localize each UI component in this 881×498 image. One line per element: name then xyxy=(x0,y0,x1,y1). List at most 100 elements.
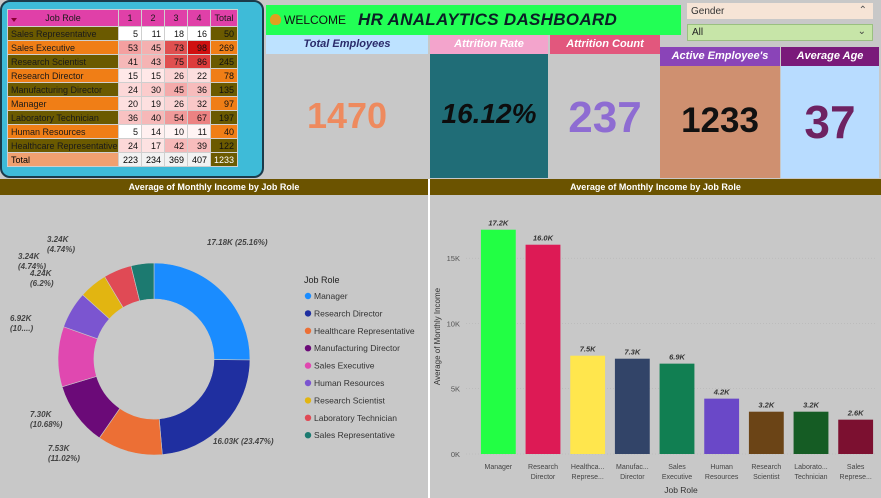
gender-dropdown-value: All xyxy=(692,27,704,38)
donut-data-label-text: 16.03K (23.47%) xyxy=(213,437,274,446)
matrix-cell: 75 xyxy=(164,54,188,69)
matrix-row[interactable]: Laboratory Technician 36 40 54 67 197 xyxy=(7,110,239,125)
bar-data-label: 2.6K xyxy=(847,409,864,418)
matrix-row-total: 135 xyxy=(209,82,239,97)
kpi-attrition-count-value: 237 xyxy=(568,93,642,142)
sort-descending-icon[interactable] xyxy=(11,18,17,22)
matrix-cell: 24 xyxy=(118,82,142,97)
legend-marker[interactable] xyxy=(304,292,312,300)
bar[interactable] xyxy=(793,411,829,454)
bar[interactable] xyxy=(704,398,740,454)
matrix-header-1[interactable]: 1 xyxy=(118,9,142,27)
matrix-cell: 32 xyxy=(187,96,211,111)
donut-data-label-value: 7.53K xyxy=(48,444,71,453)
kpi-active-employees-title: Active Employee's xyxy=(660,47,780,66)
legend-item[interactable]: Research Scientist xyxy=(314,395,386,405)
bar[interactable] xyxy=(570,355,606,454)
legend-item[interactable]: Manager xyxy=(314,291,348,301)
legend-item[interactable]: Human Resources xyxy=(314,378,384,388)
x-tick-label: Healthca... xyxy=(571,464,605,471)
y-tick-label: 10K xyxy=(447,319,460,328)
kpi-total-employees-value: 1470 xyxy=(306,95,388,136)
matrix-row-job-role: Laboratory Technician xyxy=(7,110,119,125)
y-tick-label: 0K xyxy=(451,450,460,459)
matrix-row-total: 50 xyxy=(209,26,239,41)
legend-item[interactable]: Research Director xyxy=(314,308,383,318)
chevron-down-icon[interactable]: ⌄ xyxy=(857,26,866,37)
matrix-header-4[interactable]: 4 xyxy=(187,9,211,27)
x-tick-label: Sales xyxy=(847,464,865,471)
matrix-row-total: 197 xyxy=(209,110,239,125)
kpi-attrition-rate-value: 16.12% xyxy=(441,98,537,129)
legend-marker[interactable] xyxy=(304,432,312,439)
bar[interactable] xyxy=(525,244,561,454)
donut-slice-manager[interactable] xyxy=(153,262,251,361)
matrix-header-total[interactable]: Total xyxy=(209,9,239,27)
legend-item[interactable]: Sales Representative xyxy=(314,430,395,440)
bar-data-label: 16.0K xyxy=(533,234,554,243)
waving-hand-icon xyxy=(270,14,281,25)
matrix-total-cell: 223 xyxy=(118,152,142,167)
bar[interactable] xyxy=(748,411,784,454)
x-tick-label: Human xyxy=(710,464,733,471)
matrix-cell: 36 xyxy=(187,82,211,97)
matrix-row[interactable]: Sales Executive 53 45 73 98 269 xyxy=(7,40,239,55)
matrix-row-total: 245 xyxy=(209,54,239,69)
matrix-cell: 20 xyxy=(118,96,142,111)
legend-marker[interactable] xyxy=(304,379,312,387)
matrix-cell: 73 xyxy=(164,40,188,55)
matrix-cell: 43 xyxy=(141,54,165,69)
kpi-average-age-card xyxy=(781,66,879,178)
bar[interactable] xyxy=(838,419,874,454)
matrix-cell: 53 xyxy=(118,40,142,55)
legend-marker[interactable] xyxy=(304,397,312,404)
legend-marker[interactable] xyxy=(304,310,312,317)
matrix-header-3[interactable]: 3 xyxy=(164,9,188,27)
donut-slice-sales-representative[interactable] xyxy=(130,262,155,302)
matrix-header-2[interactable]: 2 xyxy=(141,9,165,27)
legend-marker[interactable] xyxy=(304,345,312,352)
matrix-row-total: 78 xyxy=(209,68,239,83)
slicer-header[interactable]: Gender ⌃ xyxy=(687,3,873,19)
matrix-row[interactable]: Research Scientist 41 43 75 86 245 xyxy=(7,54,239,69)
matrix-row[interactable]: Research Director 15 15 26 22 78 xyxy=(7,68,239,83)
dashboard-title-bar: WELCOME HR ANALAYTICS DASHBOARD xyxy=(266,5,681,35)
matrix-row[interactable]: Sales Representative 5 11 18 16 50 xyxy=(7,26,239,41)
matrix-row-job-role: Sales Executive xyxy=(7,40,119,55)
x-tick-label: Manufac... xyxy=(616,464,649,471)
donut-chart-panel: Average of Monthly Income by Job Role 17… xyxy=(0,179,428,498)
donut-data-label: 7.30K(10.68%) xyxy=(30,410,63,429)
legend-marker[interactable] xyxy=(304,414,312,421)
kpi-active-employees-card xyxy=(660,66,780,178)
matrix-row[interactable]: Manufacturing Director 24 30 45 36 135 xyxy=(7,82,239,97)
matrix-cell: 26 xyxy=(164,68,188,83)
matrix-row-job-role: Sales Representative xyxy=(7,26,119,41)
kpi-average-age-value: 37 xyxy=(804,96,856,148)
chevron-up-icon[interactable]: ⌃ xyxy=(858,5,867,16)
legend-item[interactable]: Sales Executive xyxy=(314,361,375,371)
x-tick-label: Sales xyxy=(668,464,686,471)
matrix-row-job-role: Human Resources xyxy=(7,124,119,139)
gender-slicer[interactable]: Gender ⌃ All ⌄ xyxy=(687,3,873,41)
legend-item[interactable]: Manufacturing Director xyxy=(314,343,400,353)
y-tick-label: 5K xyxy=(451,385,460,394)
x-tick-label: Director xyxy=(620,474,645,481)
bar[interactable] xyxy=(480,229,516,454)
matrix-header-job-role[interactable]: Job Role xyxy=(7,9,119,27)
matrix-row[interactable]: Manager 20 19 26 32 97 xyxy=(7,96,239,111)
x-tick-label: Manager xyxy=(485,464,513,471)
matrix-cell: 30 xyxy=(141,82,165,97)
bar[interactable] xyxy=(659,363,695,454)
gender-dropdown[interactable]: All ⌄ xyxy=(687,24,873,41)
matrix-row[interactable]: Healthcare Representative 24 17 42 39 122 xyxy=(7,138,239,153)
bar-chart-title: Average of Monthly Income by Job Role xyxy=(430,179,881,195)
legend-marker[interactable] xyxy=(304,327,312,334)
legend-item[interactable]: Healthcare Representative xyxy=(314,326,415,336)
bar-data-label: 7.5K xyxy=(580,345,596,354)
legend-item[interactable]: Laboratory Technician xyxy=(314,413,397,423)
legend-marker[interactable] xyxy=(304,362,312,369)
donut-data-label-value: 3.24K xyxy=(18,252,41,261)
matrix-row-job-role: Research Director xyxy=(7,68,119,83)
matrix-row[interactable]: Human Resources 5 14 10 11 40 xyxy=(7,124,239,139)
bar[interactable] xyxy=(614,358,650,454)
